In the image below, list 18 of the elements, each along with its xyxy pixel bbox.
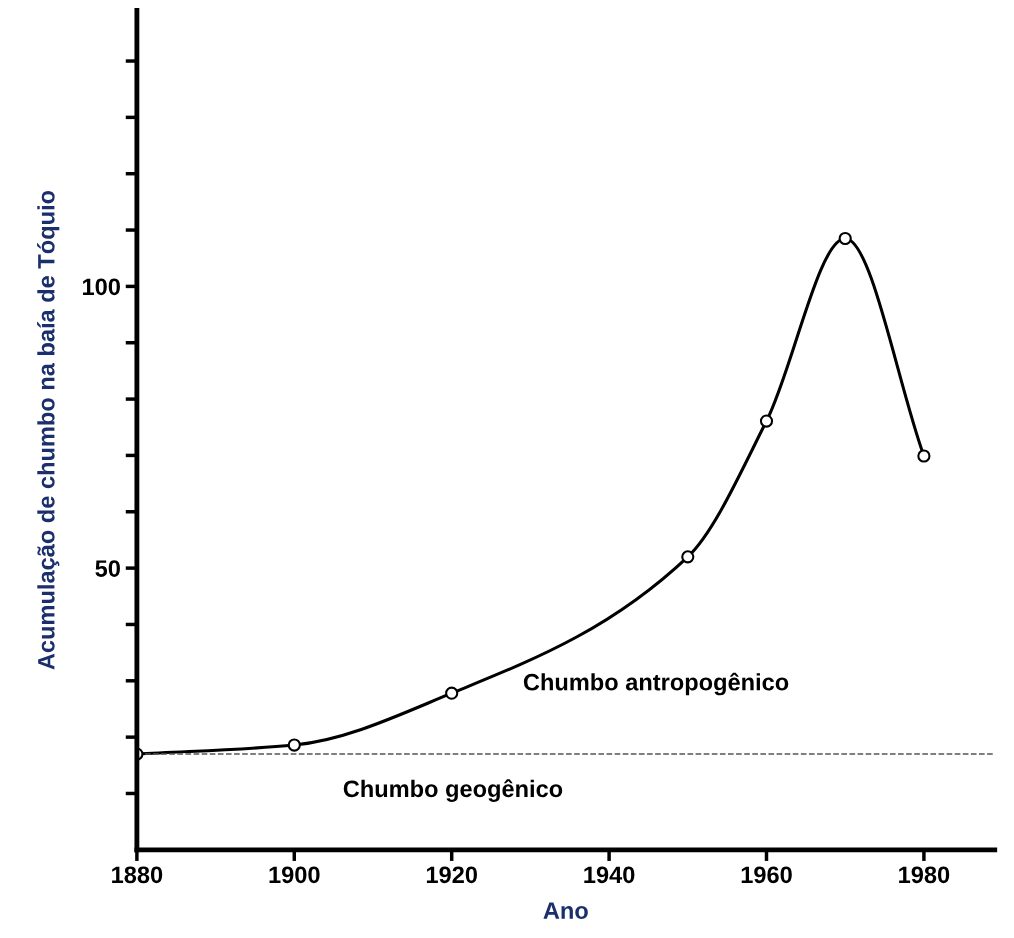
annotation: Chumbo antropogênico <box>523 672 789 696</box>
x-axis-title: Ano <box>543 902 588 920</box>
point <box>759 414 774 428</box>
y-tick-label: 50 <box>95 560 120 577</box>
y-tick-label: 100 <box>83 278 120 296</box>
point <box>838 231 852 246</box>
annotation: Chumbo geogênico <box>343 779 563 802</box>
point <box>917 449 931 463</box>
x-tick-label: 1980 <box>899 866 950 884</box>
point <box>681 550 695 564</box>
point <box>287 738 301 752</box>
x-tick-label: 1940 <box>584 866 635 884</box>
x-tick-label: 1920 <box>426 866 477 884</box>
x-tick-label: 1960 <box>741 866 792 884</box>
x-tick-label: 1900 <box>269 866 320 884</box>
y-axis-title: Acumulação de chumbo na baía de Tóquio <box>37 190 60 670</box>
x-tick-label: 1880 <box>112 866 163 884</box>
point <box>445 686 459 700</box>
